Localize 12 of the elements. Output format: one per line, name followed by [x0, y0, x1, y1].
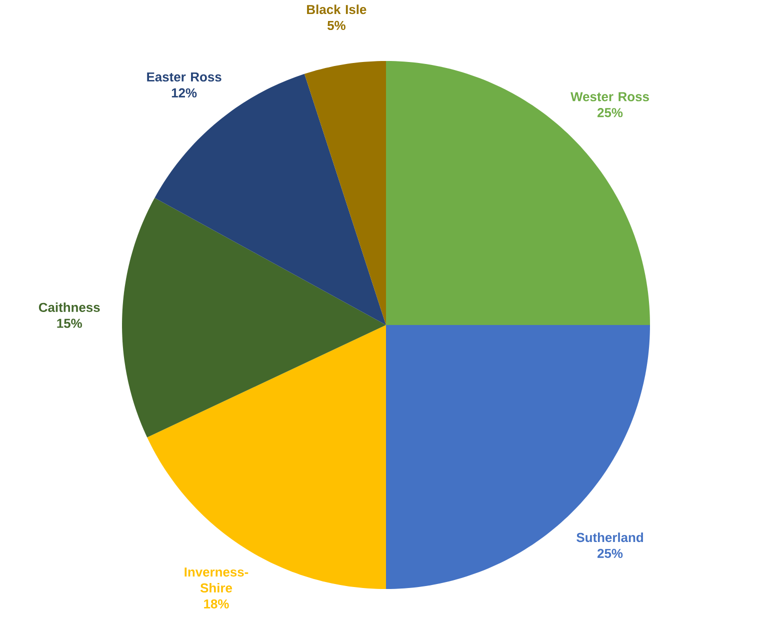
- slice-label: Sutherland: [576, 532, 643, 542]
- slice-label: Wester Ross: [570, 92, 649, 102]
- slice-label: Easter Ross: [147, 72, 222, 82]
- data-label: 18%: [204, 599, 229, 608]
- data-label: 25%: [598, 548, 623, 558]
- data-label: 12%: [172, 88, 197, 98]
- data-label: 25%: [598, 108, 623, 118]
- data-label: 5%: [327, 20, 346, 30]
- data-label: 15%: [57, 318, 82, 328]
- slice-label: Inverness-Shire: [184, 568, 248, 593]
- slice-label: Caithness: [38, 302, 100, 312]
- slice-label: Black Isle: [307, 4, 366, 14]
